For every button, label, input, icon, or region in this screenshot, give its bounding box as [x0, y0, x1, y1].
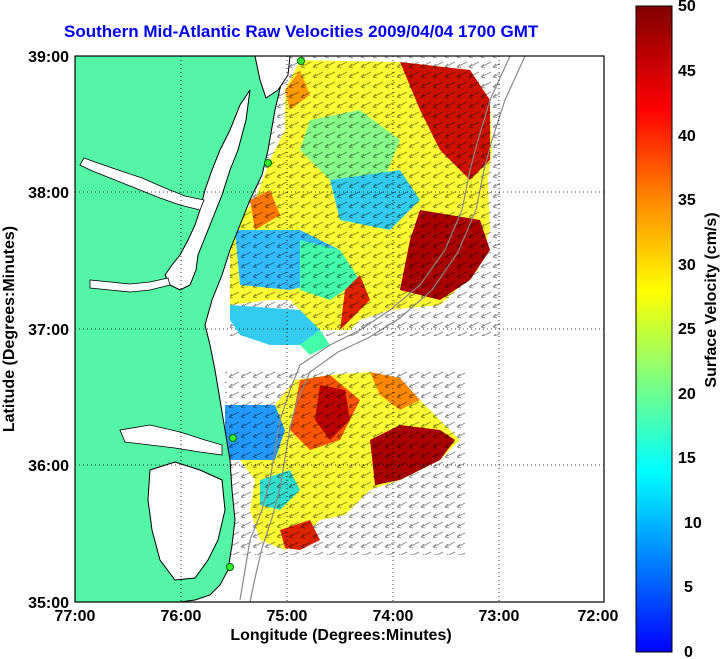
velocity-field-south: [225, 370, 465, 555]
y-tick-label: 37:00: [28, 322, 69, 339]
colorbar: [635, 5, 673, 653]
bathymetry-line: [249, 56, 526, 602]
x-axis-label: Longitude (Degrees:Minutes): [230, 627, 451, 644]
radar-stations: [226, 57, 305, 571]
velocity-field-north: [230, 56, 500, 336]
x-tick-label: 73:00: [479, 608, 520, 625]
potomac-river: [79, 157, 205, 211]
radar-station-marker: [229, 434, 237, 442]
x-tick-label: 74:00: [373, 608, 414, 625]
pamlico-sound: [147, 461, 226, 581]
velocity-field-middle: [230, 305, 330, 355]
y-tick-label: 36:00: [28, 458, 69, 475]
map-title: Southern Mid-Atlantic Raw Velocities 200…: [64, 22, 539, 41]
colorbar-ticks: 50 45 40 35 30 25 20 15 10 5 0: [678, 0, 702, 659]
x-tick-label: 77:00: [55, 608, 96, 625]
x-tick-label: 76:00: [161, 608, 202, 625]
james-river: [89, 277, 171, 293]
y-tick-label: 38:00: [28, 185, 69, 202]
colorbar-tick-label: 0: [684, 644, 693, 659]
y-axis-label: Latitude (Degrees:Minutes): [1, 226, 18, 432]
y-tick-label: 35:00: [28, 595, 69, 612]
delaware-bay: [254, 56, 291, 99]
colorbar-tick-label: 50: [678, 0, 696, 15]
colorbar-tick-label: 35: [678, 192, 696, 209]
albemarle-sound: [119, 424, 223, 456]
plot-frame: [74, 55, 605, 603]
colorbar-tick-label: 5: [684, 579, 693, 596]
radar-station-marker: [264, 159, 272, 167]
colorbar-tick-label: 20: [678, 386, 696, 403]
colorbar-tick-label: 30: [678, 257, 696, 274]
radar-station-marker: [297, 57, 305, 65]
colorbar-tick-label: 25: [678, 321, 696, 338]
x-axis-ticks: 77:00 76:00 75:00 74:00 73:00 72:00: [55, 608, 619, 625]
colorbar-tick-label: 10: [684, 515, 702, 532]
grid: [75, 56, 604, 602]
x-tick-label: 72:00: [578, 608, 619, 625]
colorbar-tick-label: 45: [678, 63, 696, 80]
colorbar-label: Surface Velocity (cm/s): [703, 212, 720, 387]
colorbar-tick-label: 40: [678, 128, 696, 145]
bathymetry-line: [239, 56, 511, 601]
land-mass: [75, 56, 283, 602]
radar-station-marker: [226, 563, 234, 571]
colorbar-tick-label: 15: [678, 450, 696, 467]
y-tick-label: 39:00: [28, 49, 69, 66]
x-tick-label: 75:00: [267, 608, 308, 625]
y-axis-ticks: 39:00 38:00 37:00 36:00 35:00: [28, 49, 69, 612]
